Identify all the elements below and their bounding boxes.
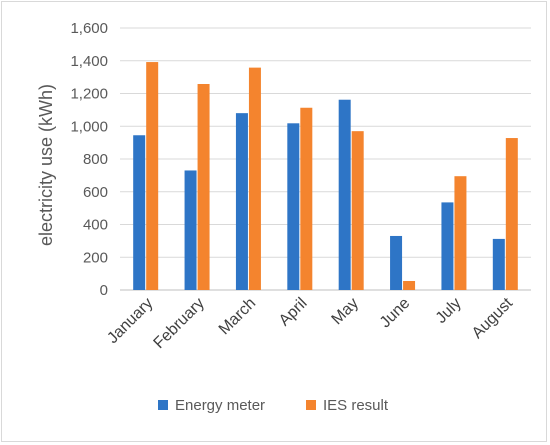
bars — [133, 62, 518, 291]
bar-energy-meter-august — [492, 238, 505, 290]
y-tick-label: 200 — [83, 249, 108, 266]
x-tick-label-july: July — [433, 295, 465, 327]
legend-swatch-energy-meter — [158, 400, 168, 410]
bar-energy-meter-july — [441, 202, 454, 290]
bar-energy-meter-may — [338, 99, 351, 290]
bar-ies-result-june — [403, 280, 416, 290]
y-tick-label: 1,600 — [70, 20, 108, 37]
x-tick-label-january: January — [104, 295, 156, 347]
legend: Energy meter IES result — [158, 397, 389, 414]
y-axis-ticks: 0 200 400 600 800 1,000 1,200 1,400 1,600 — [70, 20, 108, 299]
bar-energy-meter-june — [390, 235, 403, 290]
y-tick-label: 600 — [83, 184, 108, 201]
bar-ies-result-may — [351, 131, 364, 290]
legend-label-ies-result: IES result — [323, 397, 389, 414]
x-tick-label-june: June — [377, 295, 414, 332]
bar-energy-meter-april — [287, 123, 300, 291]
bar-ies-result-march — [248, 67, 261, 290]
y-tick-label: 1,000 — [70, 118, 108, 135]
y-axis-title: electricity use (kWh) — [36, 84, 56, 246]
gridlines — [120, 27, 531, 291]
bar-energy-meter-february — [184, 170, 197, 290]
bar-energy-meter-january — [133, 135, 146, 290]
bar-ies-result-july — [454, 176, 467, 290]
x-tick-label-march: March — [216, 295, 259, 338]
x-tick-label-april: April — [276, 295, 311, 330]
bar-ies-result-april — [300, 107, 313, 290]
legend-label-energy-meter: Energy meter — [175, 397, 265, 414]
y-tick-label: 400 — [83, 217, 108, 234]
y-tick-label: 1,400 — [70, 53, 108, 70]
bar-ies-result-february — [197, 84, 210, 290]
bar-ies-result-january — [146, 62, 159, 291]
x-tick-label-may: May — [329, 295, 362, 328]
bar-ies-result-august — [505, 138, 518, 290]
x-tick-label-february: February — [151, 295, 208, 352]
legend-swatch-ies-result — [306, 400, 316, 410]
y-tick-label: 800 — [83, 151, 108, 168]
y-tick-label: 0 — [100, 282, 108, 299]
x-tick-label-august: August — [469, 294, 517, 342]
y-tick-label: 1,200 — [70, 86, 108, 103]
bar-energy-meter-march — [235, 113, 248, 291]
